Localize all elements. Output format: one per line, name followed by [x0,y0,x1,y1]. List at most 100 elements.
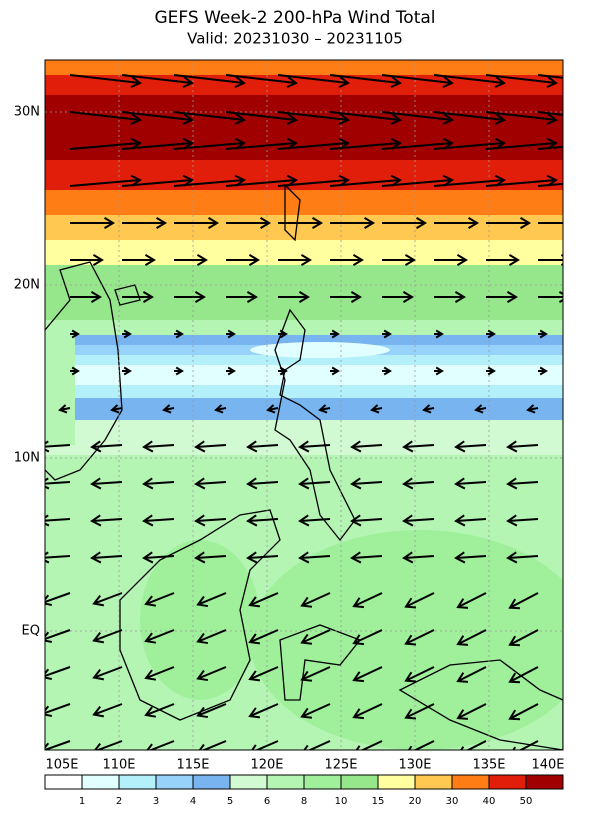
wind-arrow [508,592,539,610]
coastlines [45,183,563,750]
speed-band [45,385,563,398]
wind-arrow [300,629,331,645]
colorbar-box [414,774,453,790]
wind-arrow [214,404,227,414]
wind-arrow [246,514,279,527]
wind-arrow [121,174,194,187]
wind-vectors [45,74,563,750]
new-guinea [398,659,563,750]
colorbar-box [229,774,268,790]
wind-arrow [318,404,331,414]
speed-band [45,320,563,335]
wind-arrow [350,514,383,527]
wind-arrow [382,253,416,267]
wind-arrow [90,514,123,527]
borneo [119,509,281,721]
wind-arrow [486,290,518,304]
speed-blob [250,530,563,750]
wind-arrow [277,174,350,187]
wind-arrow [350,551,383,564]
wind-arrow [162,404,175,414]
wind-arrow [329,174,402,187]
lon-label: 130E [398,758,431,773]
indochina-coast [45,261,123,481]
wind-arrow [350,477,383,490]
wind-arrow [92,666,123,681]
map-frame [44,59,564,751]
wind-arrow [508,703,539,721]
wind-arrow [508,666,539,684]
wind-arrow [382,329,392,339]
wind-arrow [194,477,227,490]
wind-arrow [70,366,80,376]
wind-arrow [370,404,383,414]
speed-band [45,190,563,215]
lat-label: 30N [14,105,40,120]
wind-arrow [90,477,123,490]
colorbar-label: 8 [301,796,307,807]
wind-arrow [174,329,184,339]
wind-arrow [486,253,520,267]
wind-arrow [538,329,548,339]
axis-labels: 30N 20N 10N EQ 105E 110E 115E 120E 125E 130E 135E 1… [14,105,565,773]
wind-arrow [381,74,454,89]
colorbar-label: 20 [409,796,422,807]
wind-arrow [198,740,227,750]
speed-band [45,95,563,160]
wind-arrow [173,111,246,126]
colorbar-label: 40 [483,796,496,807]
wind-arrow [456,629,487,646]
speed-band [45,398,563,420]
wind-arrow [298,477,331,490]
wind-arrow [278,290,310,304]
wind-arrow [404,666,435,683]
speed-band [45,325,75,445]
wind-arrow [538,222,563,224]
wind-arrow [352,666,383,683]
wind-arrow [248,666,279,682]
wind-arrow [225,137,298,150]
taiwan [284,183,301,242]
wind-arrow [402,477,435,490]
wind-arrow [506,514,539,527]
wind-arrow [196,629,227,645]
wind-arrow [225,111,298,126]
wind-arrow [538,290,563,304]
colorbar-box [192,774,231,790]
wind-arrow [506,477,539,490]
title: GEFS Week-2 200-hPa Wind Total [154,8,435,28]
wind-arrow [485,111,558,126]
wind-arrow [122,366,132,376]
wind-arrow [225,174,298,187]
wind-arrow [506,551,539,564]
wind-arrow [194,514,227,527]
wind-arrow [352,629,383,646]
wind-arrow [226,216,272,230]
wind-arrow [174,253,208,267]
wind-arrow [70,329,80,339]
wind-arrow [226,366,236,376]
wind-arrow [537,111,563,116]
wind-arrow [404,592,435,609]
colorbar-box [44,774,83,790]
wind-arrow [278,253,312,267]
colorbar-label: 2 [116,796,122,807]
wind-arrow [537,145,563,150]
graticule [45,60,563,750]
wind-arrow [69,74,142,89]
wind-speed-field [45,60,563,750]
wind-arrow [454,551,487,564]
wind-arrow [248,592,279,608]
wind-arrow [196,592,227,608]
wind-arrow [300,666,331,682]
colorbar-label: 10 [335,796,348,807]
wind-arrow [352,703,383,720]
wind-arrow [69,111,142,126]
wind-arrow [382,216,428,230]
wind-arrow [45,592,71,606]
lat-label: 10N [14,451,40,466]
wind-arrow [278,216,324,230]
wind-arrow [45,666,71,680]
colorbar-box [155,774,194,790]
wind-arrow [58,404,71,414]
